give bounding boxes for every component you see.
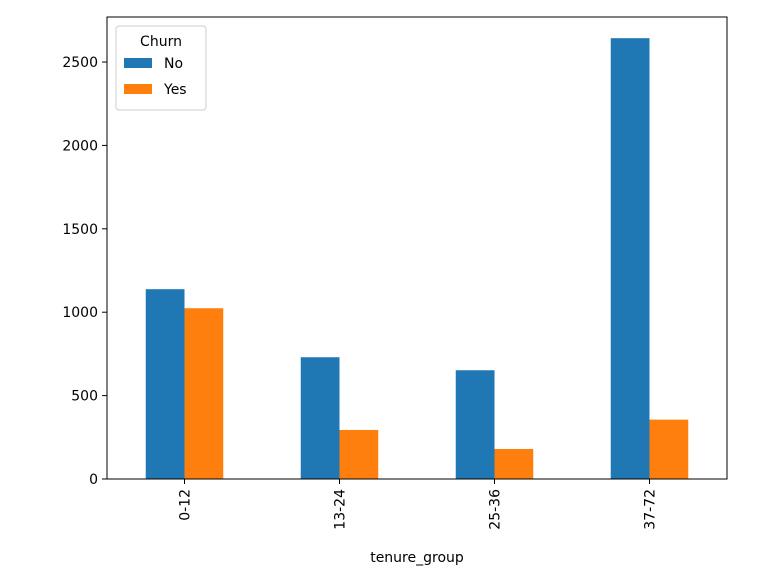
y-tick-label: 2500: [62, 55, 98, 71]
legend-label-yes: Yes: [163, 82, 187, 98]
legend: Churn No Yes: [115, 25, 207, 111]
y-tick-label: 500: [71, 389, 98, 405]
bar-no-37-72: [610, 38, 650, 480]
x-axis: 0-12 13-24 25-36 37-72: [178, 479, 659, 530]
x-tick-label: 25-36: [488, 489, 504, 530]
legend-swatch-yes: [124, 84, 152, 94]
legend-label-no: No: [164, 56, 183, 72]
y-axis: 0 500 1000 1500 2000 2500: [62, 55, 107, 488]
x-tick-label: 37-72: [643, 489, 659, 530]
y-tick-label: 1000: [62, 305, 98, 321]
legend-title: Churn: [140, 34, 182, 50]
legend-swatch-no: [124, 58, 152, 68]
bars-layer: [145, 38, 689, 480]
bar-no-25-36: [455, 370, 495, 479]
bar-yes-25-36: [494, 448, 534, 479]
x-tick-label: 0-12: [178, 489, 194, 521]
bar-yes-37-72: [649, 419, 689, 479]
plot-frame: [106, 16, 728, 480]
x-tick-label: 13-24: [333, 489, 349, 530]
bar-yes-0-12: [184, 308, 224, 479]
bar-yes-13-24: [339, 429, 379, 479]
y-tick-label: 0: [89, 472, 98, 488]
y-tick-label: 2000: [62, 138, 98, 154]
bar-no-0-12: [145, 289, 185, 479]
y-tick-label: 1500: [62, 222, 98, 238]
x-axis-label: tenure_group: [370, 550, 464, 566]
bar-no-13-24: [300, 357, 340, 479]
